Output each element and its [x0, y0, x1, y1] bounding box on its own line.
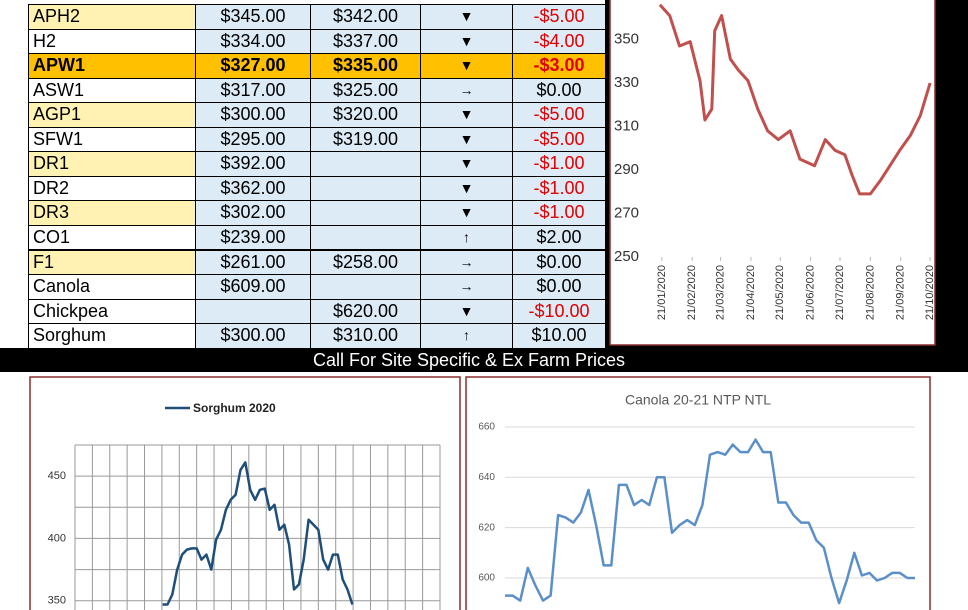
- price-cell: -$5.00: [512, 4, 606, 30]
- price-cell: [310, 224, 421, 251]
- chart-frame: [465, 376, 931, 610]
- banner: Call For Site Specific & Ex Farm Prices: [0, 348, 938, 372]
- line-series: [505, 438, 915, 605]
- price-cell: $342.00: [310, 4, 421, 30]
- y-tick-label: 640: [478, 472, 495, 483]
- price-cell: $392.00: [195, 151, 311, 177]
- price-cell: $327.00: [195, 53, 311, 79]
- chart-title: Canola 20-21 NTP NTL: [625, 392, 771, 408]
- price-cell: $334.00: [195, 28, 311, 55]
- x-tick-label: 21/08/2020: [864, 265, 876, 320]
- price-cell: $300.00: [195, 323, 311, 349]
- grade-cell: APW1: [28, 53, 196, 79]
- grade-cell: H2: [28, 28, 196, 55]
- chart-frame: [609, 0, 936, 346]
- price-cell: $302.00: [195, 200, 311, 226]
- y-tick-label: 660: [478, 422, 495, 433]
- price-cell: ▼: [420, 175, 513, 202]
- price-cell: -$1.00: [512, 175, 606, 202]
- grade-cell: APH2: [28, 4, 196, 30]
- price-cell: -$5.00: [512, 126, 606, 153]
- y-tick-label: 450: [48, 470, 66, 482]
- price-cell: -$1.00: [512, 151, 606, 177]
- price-cell: $609.00: [195, 274, 311, 300]
- y-tick-label: 350: [48, 595, 66, 607]
- price-cell: $2.00: [512, 224, 606, 251]
- price-cell: $0.00: [512, 77, 606, 104]
- x-tick-label: 21/05/2020: [774, 265, 786, 320]
- grade-cell: SFW1: [28, 126, 196, 153]
- x-tick-label: 21/04/2020: [745, 265, 757, 320]
- price-cell: -$4.00: [512, 28, 606, 55]
- price-cell: [310, 200, 421, 226]
- price-cell: ▼: [420, 53, 513, 79]
- price-cell: $319.00: [310, 126, 421, 153]
- x-tick-label: 21/03/2020: [714, 265, 726, 320]
- x-tick-label: 21/02/2020: [686, 265, 698, 320]
- y-tick-label: 310: [614, 117, 639, 134]
- price-cell: ▼: [420, 151, 513, 177]
- y-tick-label: 350: [614, 30, 639, 47]
- line-series: [658, 3, 932, 196]
- price-cell: $337.00: [310, 28, 421, 55]
- x-tick-label: 21/10/2020: [924, 265, 936, 320]
- y-tick-label: 620: [478, 522, 495, 533]
- grade-cell: F1: [28, 249, 196, 276]
- x-tick-label: 21/07/2020: [834, 265, 846, 320]
- x-tick-label: 21/09/2020: [895, 265, 907, 320]
- y-tick-label: 330: [614, 74, 639, 91]
- price-cell: ▼: [420, 126, 513, 153]
- y-tick-label: 290: [614, 161, 639, 178]
- price-cell: ▼: [420, 28, 513, 55]
- grade-cell: Canola: [28, 274, 196, 300]
- y-tick-label: 270: [614, 204, 639, 221]
- price-cell: ↑: [420, 224, 513, 251]
- grade-cell: DR1: [28, 151, 196, 177]
- x-tick-label: 21/01/2020: [656, 265, 668, 320]
- price-cell: ▼: [420, 102, 513, 128]
- price-cell: →: [420, 77, 513, 104]
- y-tick-label: 600: [478, 573, 495, 584]
- grade-cell: Chickpea: [28, 298, 196, 325]
- price-cell: $10.00: [512, 323, 606, 349]
- y-tick-label: 250: [614, 248, 639, 265]
- y-tick-label: 400: [48, 532, 66, 544]
- price-cell: $310.00: [310, 323, 421, 349]
- price-cell: $620.00: [310, 298, 421, 325]
- price-cell: [310, 274, 421, 300]
- price-cell: →: [420, 249, 513, 276]
- grade-cell: Sorghum: [28, 323, 196, 349]
- price-cell: →: [420, 274, 513, 300]
- legend-label: Sorghum 2020: [193, 401, 276, 415]
- grade-cell: ASW1: [28, 77, 196, 104]
- price-cell: ↑: [420, 323, 513, 349]
- line-series: [162, 461, 354, 606]
- grade-cell: CO1: [28, 224, 196, 251]
- price-cell: $295.00: [195, 126, 311, 153]
- price-cell: $335.00: [310, 53, 421, 79]
- price-cell: -$5.00: [512, 102, 606, 128]
- price-cell: $362.00: [195, 175, 311, 202]
- y-tick-label: 370: [614, 0, 639, 4]
- x-tick-label: 21/06/2020: [805, 265, 817, 320]
